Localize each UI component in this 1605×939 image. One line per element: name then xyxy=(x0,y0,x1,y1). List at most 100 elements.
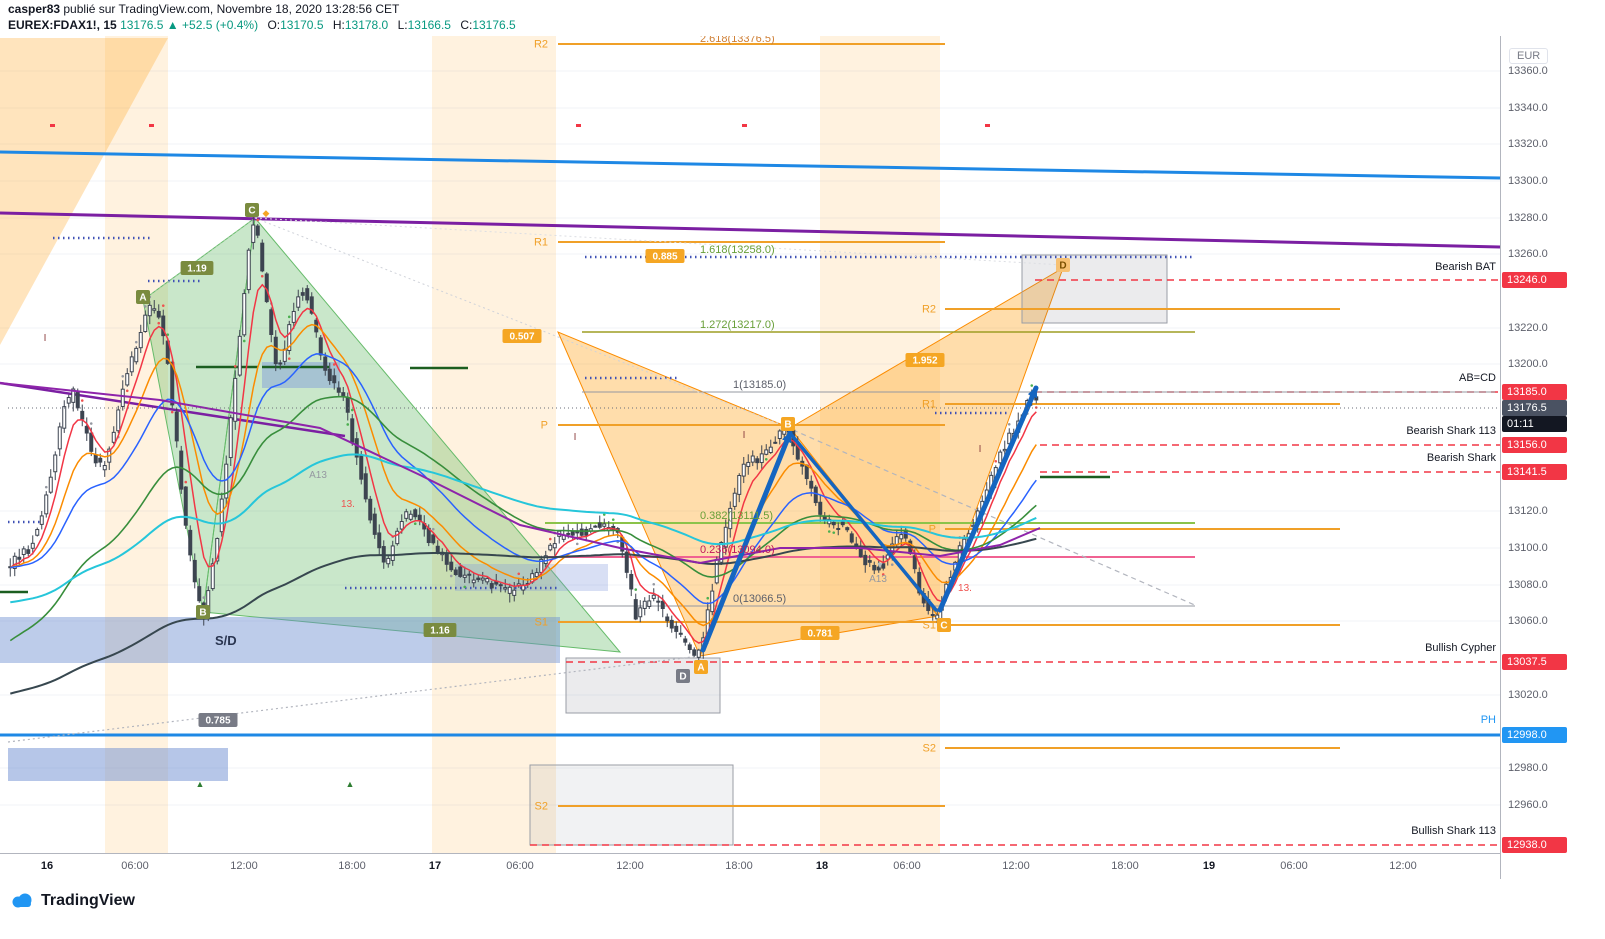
price-tick: 12960.0 xyxy=(1508,799,1548,811)
trendline[interactable] xyxy=(0,381,346,438)
pattern-point-label[interactable] xyxy=(800,626,840,640)
high-value: 13178.0 xyxy=(344,18,389,32)
pattern-point-label[interactable] xyxy=(180,261,214,275)
symbol-name[interactable]: EUREX:FDAX1!, xyxy=(8,18,101,32)
candle-body xyxy=(210,563,215,590)
candle-body xyxy=(156,310,161,318)
trade-arrow[interactable] xyxy=(700,430,793,653)
pattern-point-label[interactable] xyxy=(905,353,945,367)
interval[interactable]: 15 xyxy=(103,18,117,32)
candle-body xyxy=(633,599,638,620)
candle-body xyxy=(26,549,31,554)
pattern-point-label[interactable] xyxy=(502,329,542,343)
fib-level-label: 1.618(13258.0) xyxy=(700,244,775,256)
candle-body xyxy=(863,554,868,566)
candle-body xyxy=(98,457,103,463)
ma-slow-dark[interactable] xyxy=(10,537,1037,695)
session-mark xyxy=(576,124,581,127)
pattern-point-label[interactable] xyxy=(694,660,708,674)
signal-dot xyxy=(202,596,206,599)
sd-zone[interactable] xyxy=(0,617,560,663)
pivot-label: R2 xyxy=(534,39,548,51)
candle-body xyxy=(170,361,175,406)
candle-body xyxy=(359,455,364,480)
candle-body xyxy=(134,347,139,363)
trendline[interactable] xyxy=(0,150,1500,180)
pattern-point-label[interactable] xyxy=(781,417,795,431)
pattern-point-text: C xyxy=(248,206,255,217)
candle-body xyxy=(777,430,782,439)
candle-body xyxy=(363,473,368,500)
corner-wedge-orange[interactable] xyxy=(0,38,168,345)
price-tick: 13120.0 xyxy=(1508,505,1548,517)
candle-body xyxy=(854,543,859,546)
candle-body xyxy=(354,438,359,458)
fib-level-label: 1.272(13217.0) xyxy=(700,319,775,331)
pattern-point-label[interactable] xyxy=(423,623,457,637)
candle-body xyxy=(179,450,184,490)
signal-dot xyxy=(89,422,93,425)
signal-dot xyxy=(1030,384,1034,387)
candle-body xyxy=(1034,396,1039,401)
candle-body xyxy=(845,527,850,531)
pattern-point-label[interactable] xyxy=(245,203,259,217)
candle-body xyxy=(741,463,746,477)
candle-body xyxy=(552,543,557,549)
demand-zone[interactable] xyxy=(8,748,228,781)
price-tick: 13020.0 xyxy=(1508,689,1548,701)
candle-body xyxy=(408,513,413,520)
session-highlight-band xyxy=(820,36,940,853)
candle-body xyxy=(498,584,503,587)
projection-line[interactable] xyxy=(254,217,791,429)
open-label: O: xyxy=(267,18,281,32)
pattern-point-label[interactable] xyxy=(676,669,690,683)
candle-body xyxy=(327,368,332,382)
currency-label[interactable]: EUR xyxy=(1509,48,1549,64)
price-level-label: 13185.0 xyxy=(1502,384,1567,400)
candle-body xyxy=(417,514,422,522)
session-mark xyxy=(149,124,154,127)
pattern-point-label[interactable] xyxy=(937,618,951,632)
close-value: 13176.5 xyxy=(472,18,516,32)
pattern-point-label[interactable] xyxy=(196,605,210,619)
candle-body xyxy=(48,476,53,493)
fib-level-label: 0.236(13094.0) xyxy=(700,544,775,556)
trade-arrow[interactable] xyxy=(788,431,938,612)
candle-body xyxy=(129,356,134,373)
pattern-point-label[interactable] xyxy=(645,249,685,263)
price-axis[interactable]: EUR 13360.0 13340.0 13320.0 13300.0 13280.0 1… xyxy=(1500,36,1605,939)
indicator-mark: I xyxy=(979,444,982,455)
tradingview-logo-icon[interactable] xyxy=(10,891,34,911)
candle-body xyxy=(444,552,449,565)
signal-dot xyxy=(413,522,417,525)
projection-line[interactable] xyxy=(792,429,1198,607)
pattern-name-label: Bearish Shark xyxy=(1427,452,1497,464)
candle-body xyxy=(638,607,643,618)
trade-arrow[interactable] xyxy=(937,385,1039,613)
time-tick: 06:00 xyxy=(121,860,149,872)
pattern-point-label[interactable] xyxy=(136,290,150,304)
candle-body xyxy=(543,555,548,564)
time-axis[interactable]: 16 06:00 12:00 18:00 17 06:00 12:00 18:00 18 06:0… xyxy=(0,853,1500,880)
candle-body xyxy=(300,292,305,296)
price-level-label: 13176.5 xyxy=(1502,400,1567,416)
candle-body xyxy=(368,498,373,521)
time-tick: 12:00 xyxy=(616,860,644,872)
pattern-point-text: 1.19 xyxy=(187,264,207,275)
candle-body xyxy=(35,529,40,536)
pattern-point-label[interactable] xyxy=(1056,258,1070,272)
candle-body xyxy=(669,619,674,629)
projection-line[interactable] xyxy=(7,655,701,743)
signal-dot xyxy=(764,457,768,461)
candle-body xyxy=(642,600,647,609)
projection-line[interactable] xyxy=(142,217,256,301)
pattern-point-label[interactable] xyxy=(198,713,238,727)
target-box-top[interactable] xyxy=(1021,254,1168,324)
trendline[interactable] xyxy=(0,211,1500,249)
candle-body xyxy=(597,522,602,528)
pattern-name-label: Bullish Cypher xyxy=(1425,642,1496,654)
tradingview-brand-text[interactable]: TradingView xyxy=(41,892,135,909)
candle-body xyxy=(75,390,80,409)
ma-purple[interactable] xyxy=(0,382,1041,565)
